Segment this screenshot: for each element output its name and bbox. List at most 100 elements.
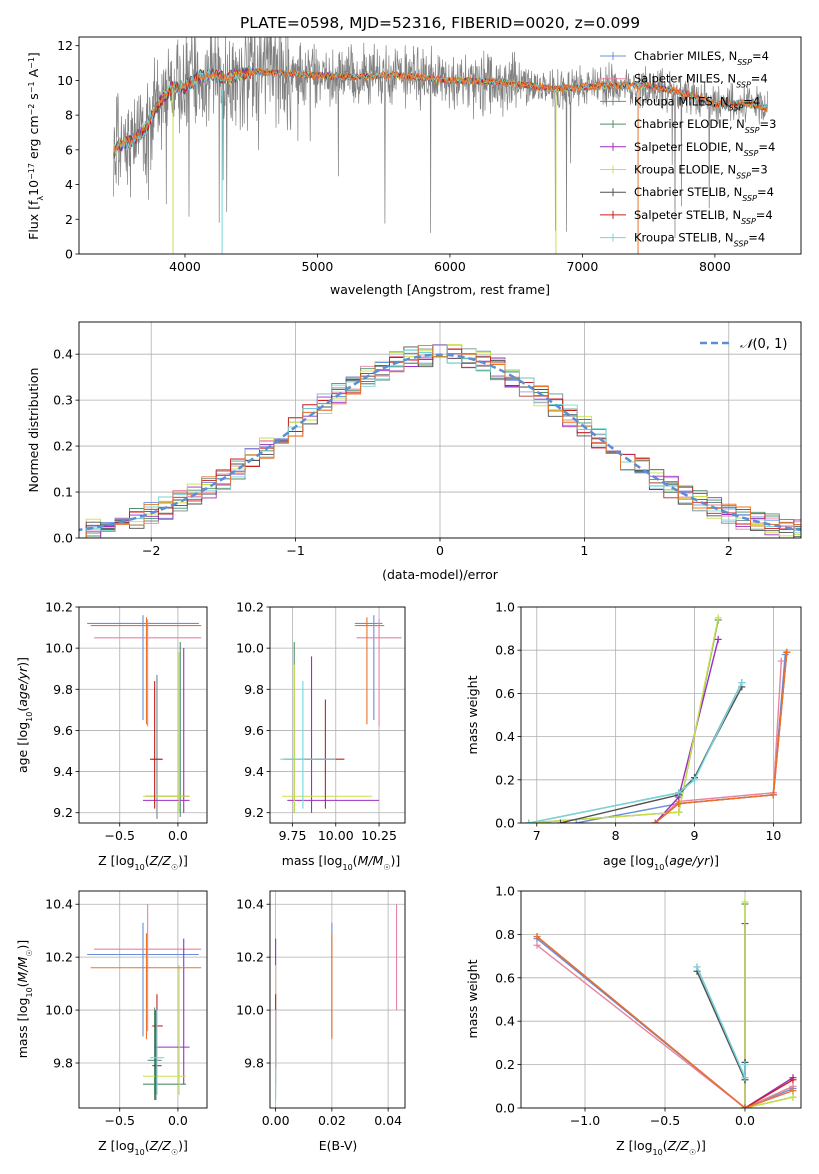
y-axis-label: age [log10(age/yr)]: [15, 657, 34, 773]
plot-area: [521, 607, 801, 823]
y-tick-label: 9.4: [244, 764, 264, 779]
y-tick-label: 0.4: [53, 347, 73, 362]
panel-z-weight: −1.0 −0.5 0.0 0.0 0.2 0.4 0.6 0.8 1.0 Z [log10(Z/…: [465, 884, 802, 1157]
legend-label-gaussian: 𝒩(0, 1): [740, 337, 787, 352]
weight-line: [654, 660, 782, 823]
x-tick-label: 0: [436, 543, 444, 558]
y-tick-label: 0.4: [495, 1014, 515, 1029]
weight-line: [560, 686, 743, 823]
x-tick-label: 9: [691, 828, 699, 843]
weight-line: [528, 617, 719, 823]
x-tick-label: −0.5: [105, 1113, 135, 1128]
plot-area: [79, 322, 801, 538]
x-tick-label: −0.5: [650, 1113, 680, 1128]
panel-age-weight: 7 8 9 10 0.0 0.2 0.4 0.6 0.8 1.0 age [log10(age/yr…: [465, 600, 802, 872]
y-tick-label: 0.6: [495, 686, 515, 701]
y-tick-label: 9.6: [244, 723, 264, 738]
weight-line: [696, 971, 746, 1081]
weight-line: [696, 966, 746, 1078]
x-axis-label: age [log10(age/yr)]: [603, 853, 719, 872]
panel-z-mass: −0.5 0.0 9.8 10.0 10.2 10.4 Z [log10(Z/Z☉)] mas…: [15, 890, 208, 1157]
panel-mass-age: 9.75 10.00 10.25 9.2 9.4 9.6 9.8 10.0 10.2 mass […: [236, 600, 406, 872]
axes-frame: [269, 606, 406, 824]
x-tick-label: 2: [725, 543, 733, 558]
y-tick-label: 9.2: [53, 805, 73, 820]
x-axis-label: wavelength [Angstrom, rest frame]: [330, 282, 550, 297]
y-tick-label: 0.3: [53, 393, 73, 408]
y-tick-label: 0.8: [495, 927, 515, 942]
histogram-orange: [79, 344, 801, 538]
gaussian-curve: [79, 353, 801, 532]
weight-line: [654, 652, 788, 823]
plot-area: [270, 891, 405, 1108]
x-tick-label: 7: [533, 828, 541, 843]
weight-line: [528, 682, 743, 823]
y-tick-label: 10: [57, 73, 73, 88]
legend-label-elodie_kroupa: Kroupa ELODIE, NSSP=3: [634, 163, 768, 181]
x-tick-label: 0.0: [735, 1113, 755, 1128]
weight-line: [536, 944, 794, 1108]
y-tick-label: 1.0: [495, 600, 515, 615]
x-tick-label: 10: [765, 828, 781, 843]
x-tick-label: 0.0: [168, 828, 188, 843]
y-tick-label: 12: [57, 38, 73, 53]
plot-area: [79, 607, 207, 823]
y-tick-label: 0.2: [495, 772, 515, 787]
axes-frame: [520, 890, 802, 1109]
y-tick-label: 10.4: [45, 897, 73, 912]
y-tick-label: 0.4: [495, 729, 515, 744]
y-tick-label: 10.2: [236, 950, 264, 965]
y-tick-label: 1.0: [495, 884, 515, 899]
x-tick-label: 4000: [169, 259, 201, 274]
y-tick-label: 0.0: [53, 531, 73, 546]
y-tick-label: 9.8: [53, 682, 73, 697]
legend-label-elodie_chabrier: Chabrier ELODIE, NSSP=3: [634, 117, 776, 135]
y-tick-label: 0.1: [53, 485, 73, 500]
x-tick-label: 0.00: [262, 1113, 290, 1128]
plot-area: [270, 607, 405, 823]
x-tick-label: 7000: [567, 259, 599, 274]
x-tick-label: 6000: [434, 259, 466, 274]
y-tick-label: 6: [65, 142, 73, 157]
histogram-stelib_kroupa: [79, 345, 801, 538]
panel-spectrum: 4000 5000 6000 7000 8000 0 2 4 6 8 10 12 PLATE=0598,…: [26, 14, 802, 297]
y-tick-label: 9.8: [53, 1056, 73, 1071]
y-tick-label: 0.2: [495, 1057, 515, 1072]
panel-ebv-mass: 0.00 0.02 0.04 9.8 10.0 10.2 10.4 E(B-V): [236, 890, 406, 1153]
axes-frame: [78, 36, 802, 255]
y-tick-label: 10.2: [236, 600, 264, 615]
y-tick-label: 10.0: [236, 1003, 264, 1018]
axes-frame: [269, 890, 406, 1109]
y-tick-label: 10.2: [45, 600, 73, 615]
chart-title: PLATE=0598, MJD=52316, FIBERID=0020, z=0…: [240, 14, 640, 32]
y-tick-label: 8: [65, 108, 73, 123]
x-tick-label: −1.0: [570, 1113, 600, 1128]
x-tick-label: 0.04: [374, 1113, 402, 1128]
legend-label-miles_kroupa: Kroupa MILES, NSSP=4: [634, 94, 760, 112]
y-tick-label: 0.6: [495, 970, 515, 985]
plot-area: [112, 37, 768, 254]
y-tick-label: 10.2: [45, 950, 73, 965]
plot-area: [79, 891, 207, 1108]
y-axis-label: mass [log10(M/M☉)]: [15, 940, 34, 1059]
legend-label-stelib_salpeter: Salpeter STELIB, NSSP=4: [634, 208, 773, 226]
y-axis-label: Flux [fλ10−17 erg cm−2 s−1 A−1]: [26, 52, 45, 240]
legend-label-miles_chabrier: Chabrier MILES, NSSP=4: [634, 49, 769, 67]
y-tick-label: 10.0: [236, 641, 264, 656]
y-tick-label: 10.0: [45, 1003, 73, 1018]
y-tick-label: 0.0: [495, 1101, 515, 1116]
y-tick-label: 9.6: [53, 723, 73, 738]
y-tick-label: 9.8: [244, 1056, 264, 1071]
x-tick-label: 10.00: [318, 828, 354, 843]
weight-line: [576, 654, 786, 823]
x-tick-label: 8000: [699, 259, 731, 274]
axes-frame: [78, 890, 208, 1109]
x-tick-label: 8: [612, 828, 620, 843]
axes-frame: [78, 321, 802, 539]
panel-residuals: −2 −1 0 1 2 0.0 0.1 0.2 0.3 0.4 𝒩(0, 1) (data-model…: [26, 321, 802, 582]
weight-line: [744, 923, 794, 1108]
x-tick-label: 9.75: [279, 828, 307, 843]
x-tick-label: 10.25: [361, 828, 397, 843]
